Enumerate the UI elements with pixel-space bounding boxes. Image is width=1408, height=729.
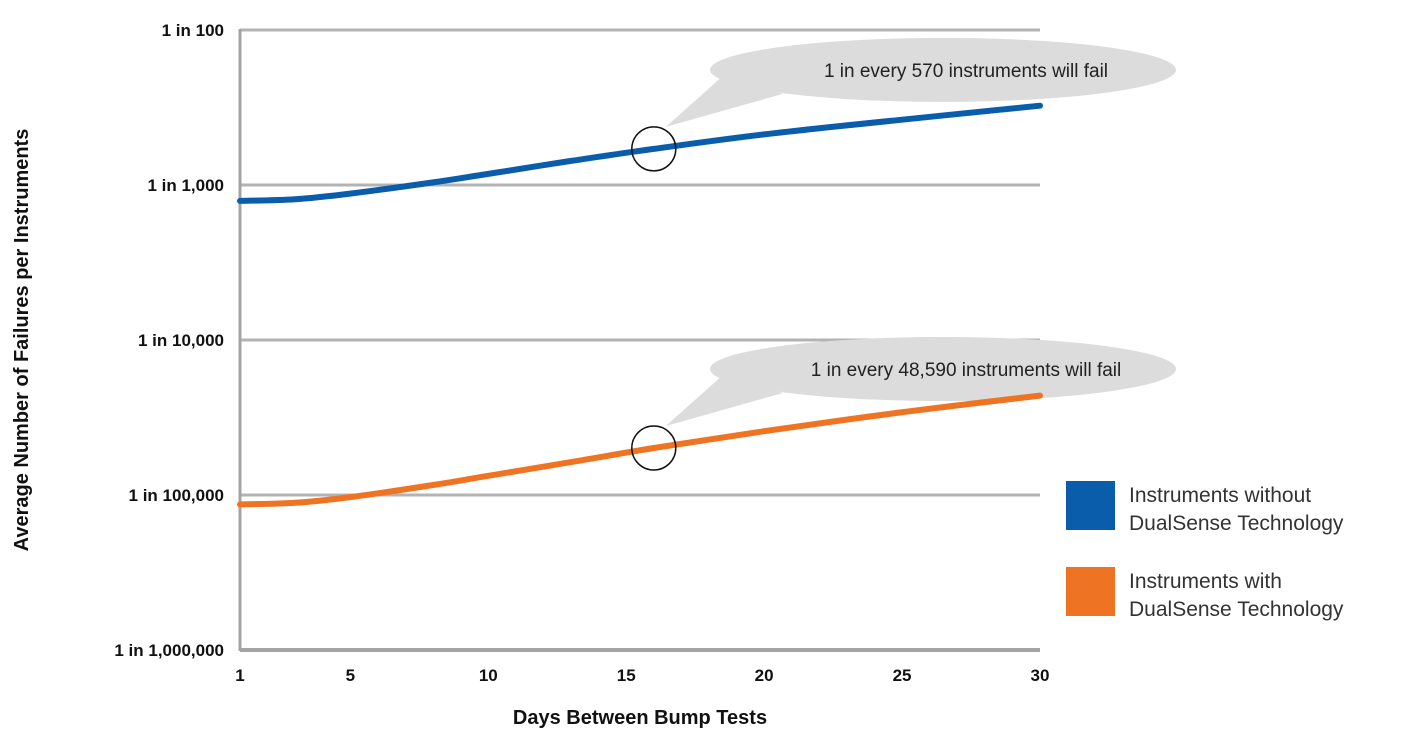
callouts: 1 in every 570 instruments will fail 1 in… [665, 37, 1176, 427]
x-tick-label: 30 [1031, 666, 1050, 685]
series-line [237, 102, 1043, 204]
x-tick-label: 15 [617, 666, 636, 685]
y-tick-label: 1 in 10,000 [138, 331, 224, 350]
y-tick-label: 1 in 100,000 [129, 486, 224, 505]
callout-text: 1 in every 48,590 instruments will fail [811, 360, 1121, 381]
x-tick-label: 20 [755, 666, 774, 685]
y-axis-title: Average Number of Failures per Instrumen… [11, 129, 33, 552]
series-lines [237, 102, 1043, 508]
y-tick-label: 1 in 100 [162, 21, 224, 40]
annotation-circle [631, 425, 677, 471]
annotation-circle [631, 126, 677, 172]
series-line [237, 392, 1043, 508]
x-axis-ticks: 1 5 10 15 20 25 30 [235, 666, 1049, 685]
x-tick-label: 25 [893, 666, 912, 685]
annotation-markers [631, 126, 677, 471]
callout-bubble: 1 in every 48,590 instruments will fail [665, 337, 1176, 427]
y-tick-label: 1 in 1,000 [147, 176, 224, 195]
legend-swatch [1066, 481, 1115, 530]
legend-label: Instruments with [1129, 570, 1282, 593]
y-axis-ticks: 1 in 100 1 in 1,000 1 in 10,000 1 in 100,00… [114, 21, 224, 660]
x-tick-label: 10 [479, 666, 498, 685]
x-axis-title: Days Between Bump Tests [513, 707, 767, 729]
legend-swatch [1066, 567, 1115, 616]
x-tick-label: 1 [235, 666, 244, 685]
x-tick-label: 5 [346, 666, 355, 685]
legend-label: Instruments without [1129, 484, 1311, 507]
legend-item: Instruments with DualSense Technology [1066, 567, 1344, 621]
legend-item: Instruments without DualSense Technology [1066, 481, 1344, 535]
y-tick-label: 1 in 1,000,000 [114, 641, 224, 660]
callout-text: 1 in every 570 instruments will fail [824, 61, 1108, 82]
legend-label: DualSense Technology [1129, 512, 1344, 535]
legend-label: DualSense Technology [1129, 598, 1344, 621]
callout-bubble: 1 in every 570 instruments will fail [665, 37, 1176, 127]
